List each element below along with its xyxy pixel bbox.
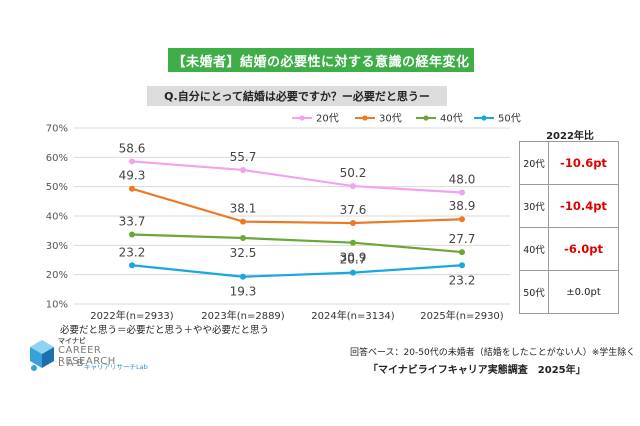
data-point bbox=[350, 220, 356, 227]
comparison-row-30s: 30代 -10.4pt bbox=[519, 184, 619, 228]
data-label: 58.6 bbox=[119, 141, 146, 155]
legend-label: 20代 bbox=[316, 113, 339, 125]
data-label: 23.2 bbox=[449, 273, 476, 287]
comparison-row-40s: 40代 -6.0pt bbox=[519, 227, 619, 271]
logo-main: CAREER RESEARCH bbox=[58, 345, 116, 367]
logo-sub: キャリアリサーチLab bbox=[84, 363, 148, 371]
y-tick-label: 60% bbox=[46, 153, 68, 164]
series-line-50代 bbox=[131, 264, 463, 278]
comparison-age: 30代 bbox=[519, 184, 549, 228]
y-tick-label: 70% bbox=[46, 124, 68, 135]
legend-label: 30代 bbox=[379, 113, 402, 125]
respondent-base-note: 回答ベース：20-50代の未婚者（結婚をしたことがない人）※学生除く bbox=[350, 348, 636, 358]
data-point bbox=[459, 249, 465, 256]
logo-lab: LAB bbox=[58, 358, 87, 369]
series-line-40代 bbox=[131, 233, 463, 254]
data-label: 48.0 bbox=[449, 173, 476, 187]
cube-logo-icon bbox=[30, 340, 54, 371]
data-label: 20.7 bbox=[340, 253, 367, 267]
y-tick-label: 50% bbox=[46, 182, 68, 193]
y-tick-label: 40% bbox=[46, 212, 68, 223]
comparison-age: 40代 bbox=[519, 227, 549, 271]
comparison-age: 20代 bbox=[519, 141, 549, 185]
data-label: 38.1 bbox=[230, 202, 257, 216]
comparison-row-20s: 20代 -10.6pt bbox=[519, 141, 619, 185]
data-point bbox=[129, 158, 135, 165]
comparison-table: 20代 -10.6pt 30代 -10.4pt 40代 -6.0pt 50代 ±… bbox=[519, 141, 619, 314]
y-tick-label: 10% bbox=[46, 300, 68, 311]
legend-marker bbox=[299, 115, 305, 121]
x-tick-label: 2025年(n=2930) bbox=[420, 309, 504, 322]
data-label: 55.7 bbox=[230, 150, 257, 164]
comparison-title: 2022年比 bbox=[546, 131, 594, 142]
data-label: 32.5 bbox=[230, 246, 257, 260]
data-label: 38.9 bbox=[449, 199, 476, 213]
comparison-value: -10.6pt bbox=[548, 141, 619, 185]
series-line-20代 bbox=[131, 160, 463, 194]
data-label: 30.9 bbox=[340, 251, 367, 265]
data-label: 33.7 bbox=[119, 214, 146, 228]
legend-marker bbox=[423, 115, 429, 121]
data-point bbox=[129, 185, 135, 192]
data-label: 19.3 bbox=[230, 285, 257, 299]
comparison-value: ±0.0pt bbox=[548, 270, 619, 314]
legend-label: 40代 bbox=[440, 113, 463, 125]
x-tick-label: 2024年(n=3134) bbox=[311, 309, 395, 322]
definition-note: 必要だと思う＝必要だと思う＋やや必要だと思う bbox=[60, 325, 270, 336]
data-label: 49.3 bbox=[119, 169, 146, 183]
comparison-row-50s: 50代 ±0.0pt bbox=[519, 270, 619, 314]
x-tick-label: 2023年(n=2889) bbox=[201, 309, 285, 322]
source-note: 「マイナビライフキャリア実態調査 2025年」 bbox=[368, 365, 586, 376]
question-bar: Q.自分にとって結婚は必要ですか？ー必要だと思うー bbox=[147, 86, 447, 106]
data-label: 27.7 bbox=[449, 232, 476, 246]
data-point bbox=[240, 166, 246, 173]
data-point bbox=[459, 216, 465, 223]
comparison-age: 50代 bbox=[519, 270, 549, 314]
data-point bbox=[350, 183, 356, 190]
data-point bbox=[129, 262, 135, 269]
chart-title-banner: 【未婚者】結婚の必要性に対する意識の経年変化 bbox=[168, 48, 474, 72]
data-point bbox=[459, 262, 465, 269]
data-point bbox=[350, 239, 356, 246]
data-label: 23.2 bbox=[119, 245, 146, 259]
data-point bbox=[350, 269, 356, 276]
x-tick-label: 2022年(n=2933) bbox=[90, 309, 174, 322]
data-point bbox=[129, 231, 135, 238]
y-tick-label: 30% bbox=[46, 241, 68, 252]
data-point bbox=[459, 189, 465, 196]
legend-marker bbox=[481, 115, 487, 121]
career-research-lab-logo: マイナビ CAREER RESEARCH LAB キャリアリサーチLab bbox=[28, 336, 158, 376]
data-label: 50.2 bbox=[340, 166, 367, 180]
logo-brand: マイナビ bbox=[58, 337, 86, 345]
data-point bbox=[240, 273, 246, 280]
series-line-30代 bbox=[131, 187, 463, 225]
comparison-value: -6.0pt bbox=[548, 227, 619, 271]
legend-label: 50代 bbox=[498, 113, 521, 125]
data-point bbox=[240, 235, 246, 241]
data-label: 37.6 bbox=[340, 203, 367, 217]
legend-marker bbox=[362, 115, 368, 121]
comparison-value: -10.4pt bbox=[548, 184, 619, 228]
data-point bbox=[240, 218, 246, 225]
y-tick-label: 20% bbox=[46, 270, 68, 281]
